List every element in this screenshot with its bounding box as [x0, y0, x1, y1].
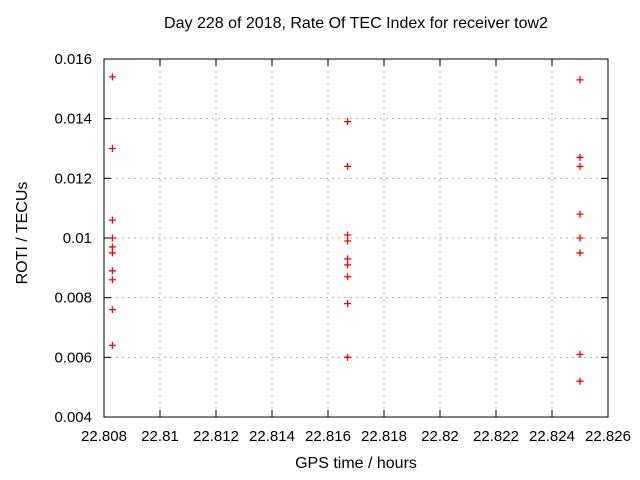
data-point-marker [344, 300, 352, 308]
chart-title: Day 228 of 2018, Rate Of TEC Index for r… [164, 15, 548, 32]
data-point-marker [108, 216, 116, 224]
data-point-marker [344, 261, 352, 269]
data-point-marker [108, 306, 116, 314]
data-point-marker [576, 162, 584, 170]
x-tick-label: 22.81 [141, 428, 179, 445]
y-tick-label: 0.008 [54, 290, 92, 307]
y-tick-label: 0.016 [54, 51, 92, 68]
data-point-marker [344, 231, 352, 239]
x-tick-label: 22.816 [305, 428, 351, 445]
data-point-marker [576, 234, 584, 242]
y-tick-label: 0.006 [54, 349, 92, 366]
x-axis-label: GPS time / hours [295, 455, 417, 472]
x-tick-label: 22.814 [249, 428, 295, 445]
data-point-marker [344, 118, 352, 126]
data-point-marker [108, 145, 116, 152]
data-point-marker [344, 237, 352, 245]
x-tick-label: 22.812 [193, 428, 239, 445]
data-point-marker [108, 73, 116, 81]
data-point-marker [576, 210, 584, 218]
data-point-marker [108, 243, 116, 251]
y-tick-label: 0.004 [54, 409, 92, 426]
y-tick-label: 0.012 [54, 170, 92, 187]
x-tick-label: 22.826 [585, 428, 631, 445]
data-point-marker [344, 162, 352, 170]
y-tick-label: 0.014 [54, 111, 92, 128]
y-axis-label: ROTI / TECUs [14, 182, 31, 285]
x-tick-label: 22.824 [529, 428, 575, 445]
data-point-marker [108, 276, 116, 284]
x-tick-label: 22.808 [81, 428, 127, 445]
data-point-marker [108, 234, 116, 242]
data-point-marker [344, 255, 352, 263]
data-point-marker [576, 153, 584, 161]
data-point-marker [108, 267, 116, 275]
data-point-marker [108, 249, 116, 257]
x-tick-label: 22.82 [421, 428, 459, 445]
data-point-marker [576, 350, 584, 358]
x-tick-label: 22.822 [473, 428, 519, 445]
data-point-marker [576, 377, 584, 385]
data-point-marker [344, 353, 352, 361]
y-tick-label: 0.01 [63, 230, 92, 247]
data-point-marker [344, 273, 352, 281]
data-point-marker [108, 341, 116, 349]
x-tick-label: 22.818 [361, 428, 407, 445]
plot-area: 22.808 22.81 22.812 22.814 22.816 22.818 22.82… [54, 51, 630, 445]
data-point-marker [576, 76, 584, 84]
data-point-marker [576, 249, 584, 257]
